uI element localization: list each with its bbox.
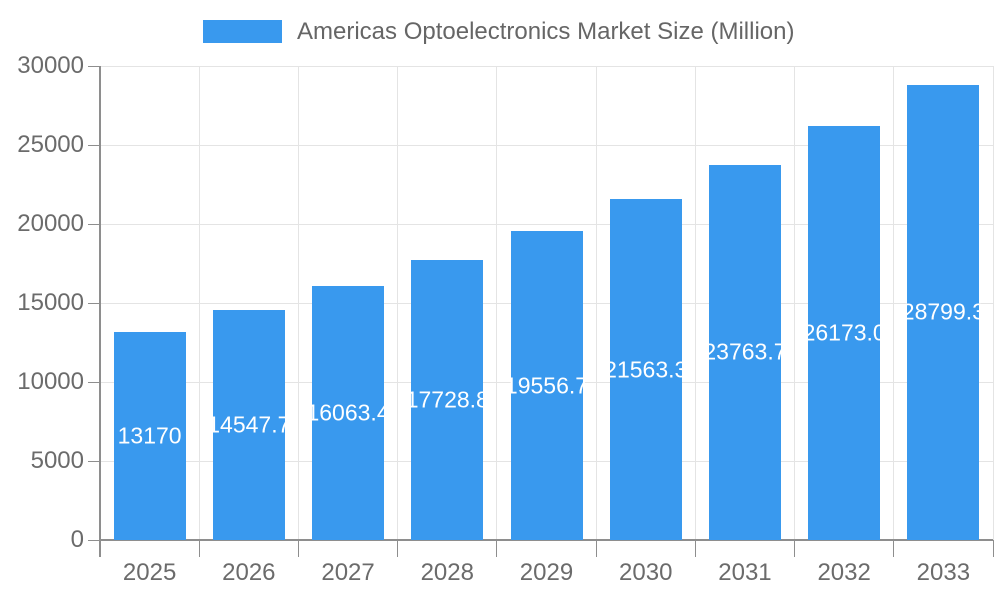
bar[interactable]	[312, 286, 385, 540]
y-axis-tick-label: 0	[70, 526, 84, 553]
x-axis-tick	[198, 540, 200, 557]
x-axis-tick-label: 2027	[321, 559, 375, 586]
x-gridline	[992, 66, 994, 540]
x-axis-tick	[893, 540, 895, 557]
bar[interactable]	[708, 164, 781, 540]
x-axis-tick-label: 2028	[420, 559, 474, 586]
x-axis-tick-label: 2030	[619, 559, 673, 586]
y-axis-tick	[88, 460, 100, 462]
y-axis-tick	[88, 381, 100, 383]
y-gridline	[100, 223, 993, 225]
y-axis-tick	[88, 65, 100, 67]
x-gridline	[893, 66, 895, 540]
x-axis-tick-label: 2031	[718, 559, 772, 586]
x-axis-tick	[694, 540, 696, 557]
y-axis-tick	[88, 223, 100, 225]
x-axis-tick	[99, 540, 101, 557]
x-gridline	[595, 66, 597, 540]
y-axis-tick	[88, 144, 100, 146]
x-axis-tick-label: 2032	[817, 559, 871, 586]
x-axis-tick	[794, 540, 796, 557]
x-axis-tick-label: 2029	[519, 559, 574, 586]
bar[interactable]	[113, 331, 186, 540]
x-axis-tick	[297, 540, 299, 557]
bar[interactable]	[907, 84, 980, 540]
x-axis-tick-label: 2033	[916, 559, 971, 586]
y-gridline	[100, 65, 993, 67]
x-axis-tick	[595, 540, 597, 557]
x-gridline	[297, 66, 299, 540]
y-axis-tick-label: 25000	[17, 131, 84, 158]
bar[interactable]	[510, 231, 583, 540]
y-gridline	[100, 144, 993, 146]
x-gridline	[496, 66, 498, 540]
bar[interactable]	[212, 310, 285, 540]
legend-swatch	[203, 20, 282, 43]
x-axis-line	[100, 539, 993, 541]
y-axis-tick-label: 5000	[30, 447, 84, 474]
x-axis-tick-label: 2025	[122, 559, 177, 586]
x-axis-tick-label: 2026	[222, 559, 276, 586]
x-gridline	[198, 66, 200, 540]
legend-label: Americas Optoelectronics Market Size (Mi…	[297, 18, 795, 45]
y-axis-tick-label: 20000	[17, 210, 84, 237]
y-axis-tick	[88, 539, 100, 541]
x-gridline	[397, 66, 399, 540]
x-axis-tick	[992, 540, 994, 557]
y-axis-tick-label: 15000	[17, 289, 84, 316]
y-axis-tick-label: 10000	[17, 368, 84, 395]
bar[interactable]	[609, 199, 682, 540]
x-axis-tick	[496, 540, 498, 557]
y-axis-tick	[88, 302, 100, 304]
x-gridline	[794, 66, 796, 540]
y-axis-tick-label: 30000	[17, 52, 84, 79]
x-axis-tick	[397, 540, 399, 557]
y-axis-line	[99, 66, 101, 557]
legend-item[interactable]: Americas Optoelectronics Market Size (Mi…	[203, 18, 795, 45]
bar[interactable]	[411, 259, 484, 540]
bar[interactable]	[808, 126, 881, 540]
x-gridline	[694, 66, 696, 540]
